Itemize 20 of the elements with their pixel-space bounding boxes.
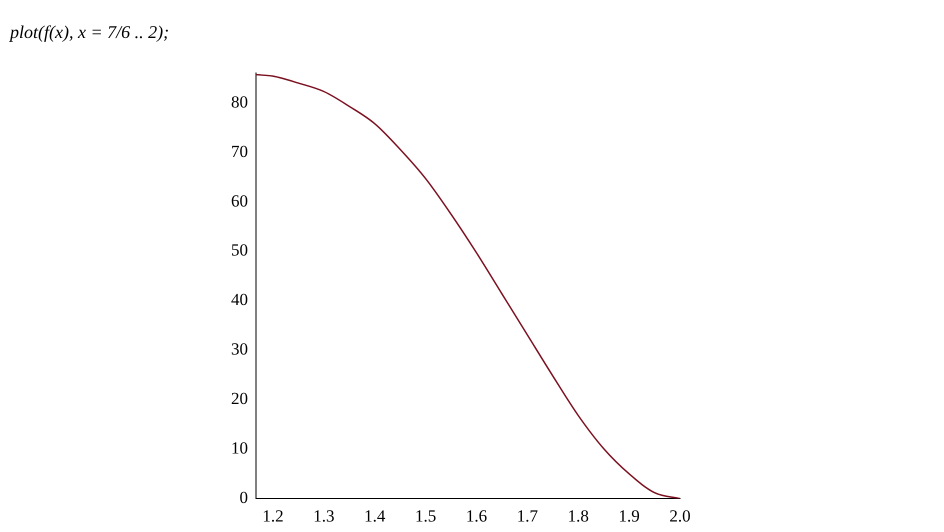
y-tick-label: 30 [231, 340, 248, 359]
x-tick-label: 1.4 [364, 506, 386, 526]
x-tick-label: 1.8 [568, 506, 589, 526]
y-tick-label: 60 [231, 191, 248, 210]
y-tick-label: 10 [231, 438, 248, 458]
x-tick-label: 2.0 [669, 506, 691, 526]
text: plot(f(x), x = 7/6 .. 2); [10, 22, 170, 43]
y-tick-label: 20 [231, 389, 248, 408]
x-tick-label: 1.2 [262, 506, 284, 526]
line-series [256, 74, 680, 499]
x-tick-label: 1.6 [466, 506, 488, 526]
x-tick-label: 1.5 [414, 506, 436, 526]
y-tick-label: 70 [231, 142, 248, 161]
y-tick-label: 0 [240, 488, 248, 508]
y-tick-label: 80 [231, 92, 248, 112]
x-tick-label: 1.3 [313, 506, 334, 526]
x-tick-label: 1.7 [516, 506, 538, 526]
x-tick-label: 1.9 [618, 506, 640, 526]
y-tick-label: 40 [231, 290, 248, 310]
y-tick-label: 50 [231, 240, 248, 260]
